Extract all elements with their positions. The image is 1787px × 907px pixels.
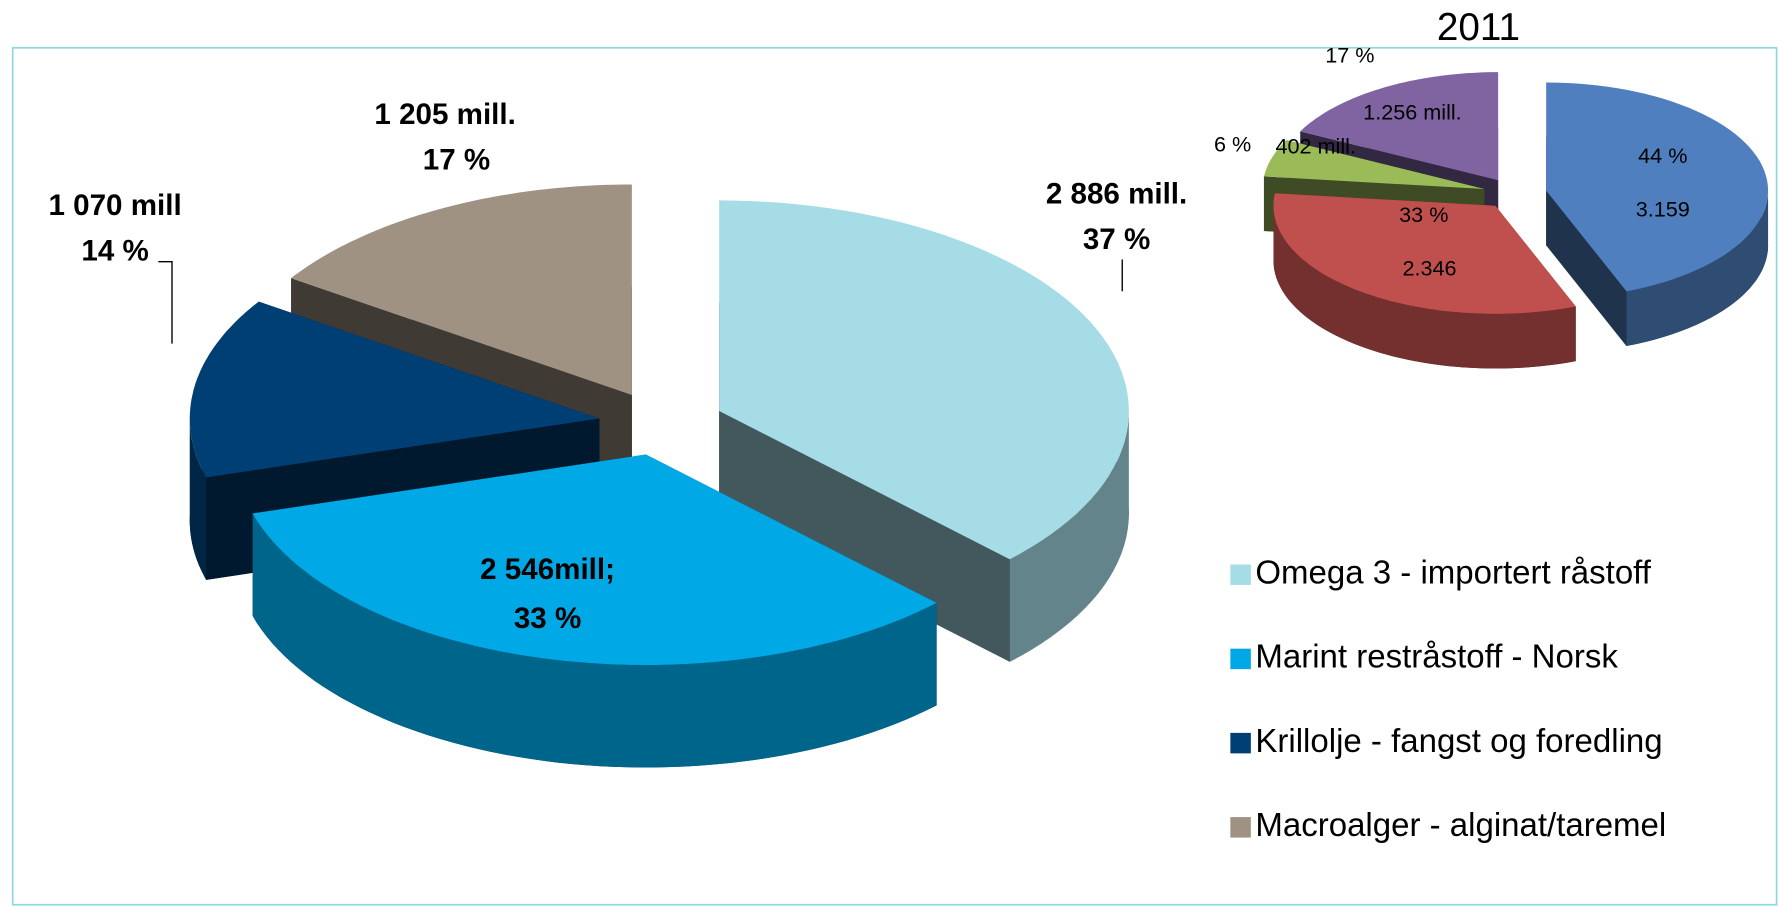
percent-label: 17 % (1325, 43, 1374, 68)
legend-label: Omega 3 - importert råstoff (1255, 553, 1651, 590)
slice (1273, 193, 1576, 314)
percent-label: 33 % (514, 602, 581, 635)
legend-label: Macroalger - alginat/taremel (1255, 806, 1666, 843)
slice (252, 454, 937, 666)
slice (252, 454, 937, 768)
legend-swatch (1230, 817, 1251, 838)
slice (189, 301, 600, 478)
slice-side (719, 410, 1010, 662)
data-label: 2.346 (1402, 255, 1456, 280)
data-label: 1 205 mill. (374, 98, 515, 131)
percent-label: 44 % (1638, 143, 1687, 168)
chart-frame (11, 46, 1778, 906)
chart-title: 2011 (1437, 6, 1520, 49)
slice-wall (1273, 205, 1576, 369)
percent-label: 14 % (81, 234, 148, 267)
data-label: 2 886 mill. (1046, 178, 1187, 211)
slice (719, 200, 1129, 560)
legend-label: Marint restråstoff - Norsk (1255, 638, 1618, 675)
slice-wall (1009, 410, 1129, 662)
slice (1273, 193, 1576, 369)
slice (1263, 140, 1485, 190)
slice (1546, 82, 1769, 346)
percent-label: 17 % (423, 143, 490, 176)
slice (1546, 82, 1769, 292)
legend-label: Krillolje - fangst og foredling (1255, 722, 1662, 759)
percent-label: 37 % (1083, 223, 1150, 256)
slice (1300, 72, 1499, 181)
data-label: 1 070 mill (48, 189, 181, 222)
leader-line (158, 261, 173, 344)
data-label: 1.256 mill. (1363, 100, 1462, 125)
slice-side (1546, 190, 1627, 346)
data-label: 402 mill. (1275, 134, 1355, 159)
slice-wall (189, 418, 207, 580)
slice (291, 184, 632, 396)
data-label: 2 546mill; (480, 553, 615, 586)
legend-swatch (1230, 564, 1251, 585)
slice-wall (252, 513, 937, 768)
percent-label: 33 % (1399, 202, 1448, 227)
percent-label: 6 % (1214, 131, 1251, 156)
slice (719, 200, 1129, 662)
slice-wall (1626, 190, 1769, 346)
legend-swatch (1230, 648, 1251, 670)
data-label: 3.159 (1636, 196, 1690, 221)
legend-swatch (1230, 732, 1251, 754)
